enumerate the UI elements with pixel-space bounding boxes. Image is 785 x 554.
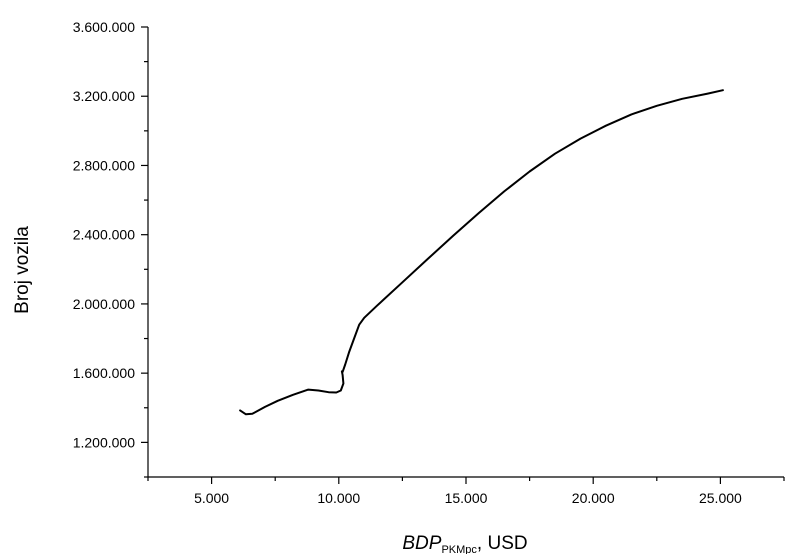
x-axis-ticks: 5.000 10.000 15.000 20.000 25.000 bbox=[147, 477, 785, 506]
y-axis-title: Broj vozila bbox=[12, 226, 33, 314]
y-axis-ticks: 1.200.000 1.600.000 2.000.000 2.400.000 2.80… bbox=[73, 19, 148, 478]
x-axis-title-subscript: PKMpc bbox=[441, 544, 477, 554]
y-tick-label: 2.800.000 bbox=[73, 157, 135, 173]
x-axis-title-suffix: , USD bbox=[477, 533, 528, 554]
x-tick-label: 20.000 bbox=[572, 490, 615, 506]
series-line bbox=[239, 89, 724, 416]
x-tick-label: 10.000 bbox=[317, 490, 360, 506]
axes bbox=[147, 27, 784, 478]
y-tick-label: 2.400.000 bbox=[73, 227, 135, 243]
y-tick-label: 1.200.000 bbox=[73, 434, 135, 450]
x-tick-label: 15.000 bbox=[445, 490, 488, 506]
y-tick-label: 3.600.000 bbox=[73, 19, 135, 35]
x-tick-label: 5.000 bbox=[194, 490, 229, 506]
y-tick-label: 2.000.000 bbox=[73, 296, 135, 312]
x-axis-title: BDPPKMpc, USD bbox=[402, 533, 527, 554]
x-axis-title-main: BDP bbox=[402, 533, 441, 554]
y-tick-label: 1.600.000 bbox=[73, 365, 135, 381]
x-tick-label: 25.000 bbox=[699, 490, 742, 506]
y-tick-label: 3.200.000 bbox=[73, 88, 135, 104]
